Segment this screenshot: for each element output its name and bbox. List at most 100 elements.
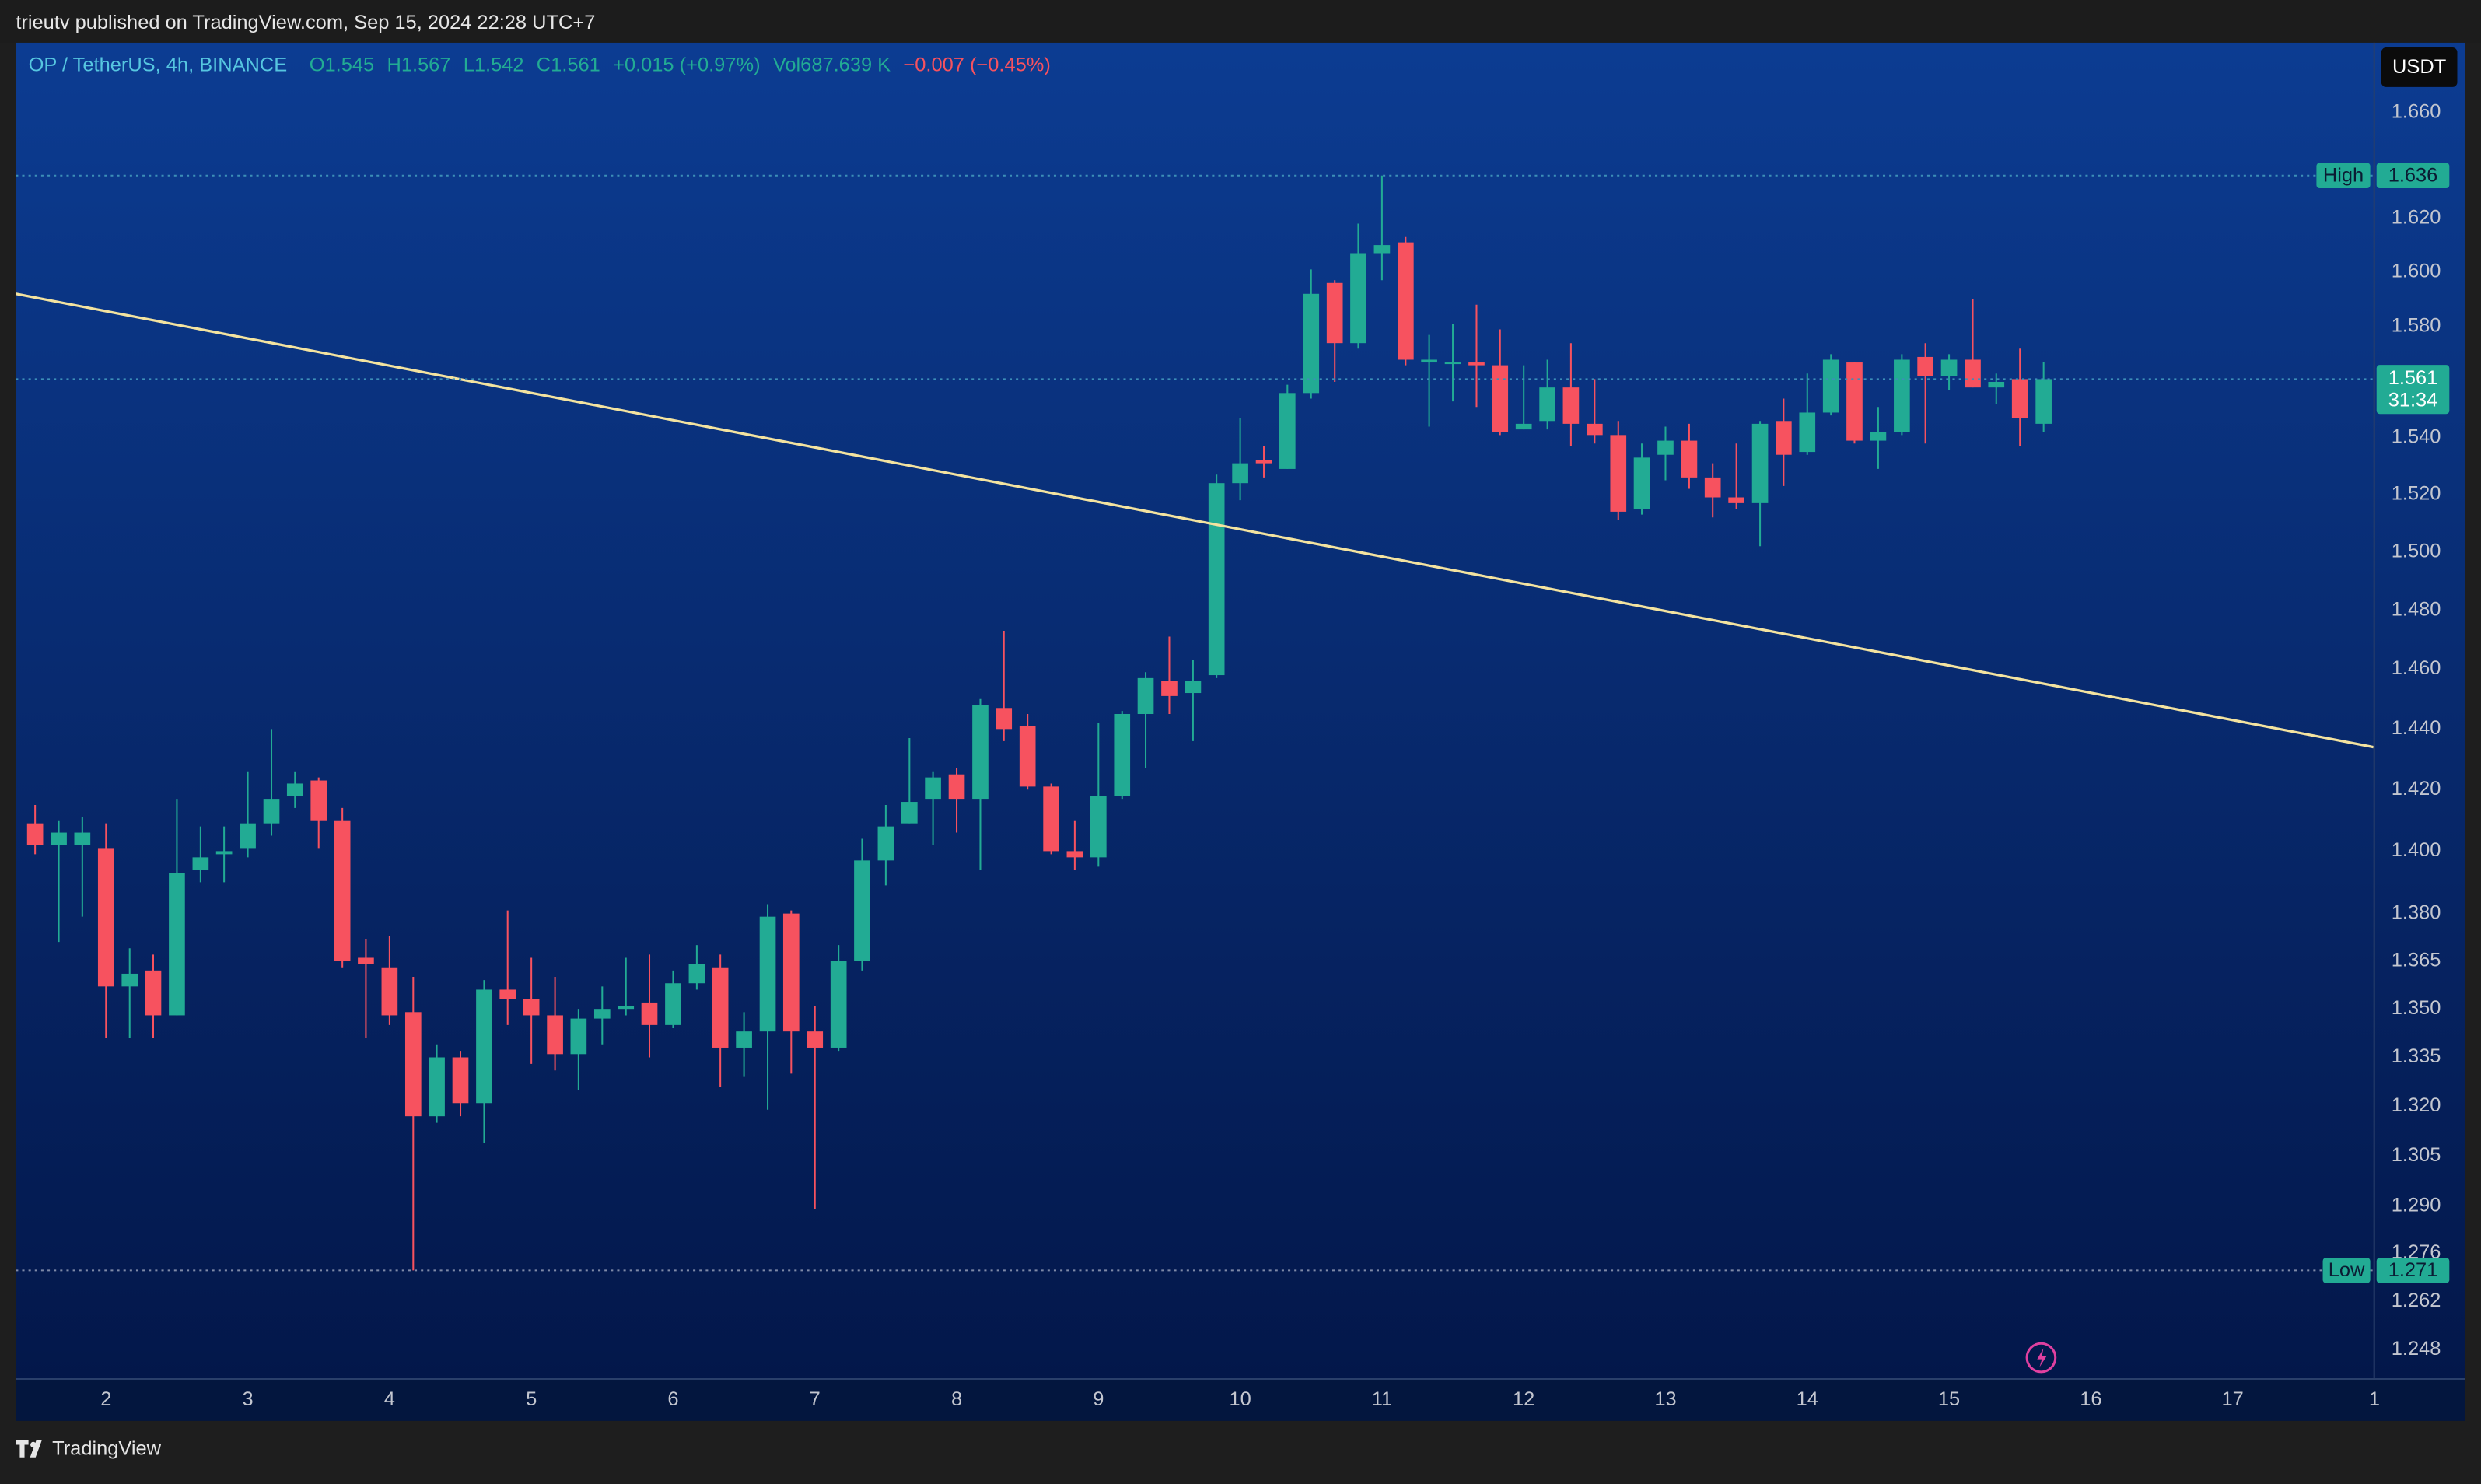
extreme-value: 1.636 <box>2388 165 2438 187</box>
extreme-value: 1.271 <box>2388 1259 2438 1281</box>
y-tick-label: 1.620 <box>2392 206 2441 228</box>
candle-body <box>1587 423 1603 436</box>
candle-body <box>429 1057 445 1117</box>
y-tick-label: 1.480 <box>2392 598 2441 620</box>
countdown: 31:34 <box>2388 390 2438 411</box>
candle-body <box>240 823 256 849</box>
extreme-name-box <box>2316 163 2371 189</box>
y-tick-label: 1.262 <box>2392 1290 2441 1311</box>
x-tick-label: 11 <box>1372 1388 1392 1410</box>
legend-value: 1.545 <box>324 54 375 76</box>
candle-body <box>286 783 303 796</box>
header-text: trieutv published on TradingView.com, Se… <box>16 12 595 33</box>
candle-body <box>1279 393 1296 469</box>
candle-body <box>807 1031 824 1048</box>
candle-body <box>1326 282 1343 344</box>
candle-body <box>1255 460 1272 464</box>
x-tick-label: 17 <box>2222 1388 2244 1410</box>
candle-body <box>901 802 918 824</box>
candle-body <box>1137 677 1154 714</box>
y-tick-label: 1.365 <box>2392 949 2441 971</box>
legend-letter: C <box>536 54 551 76</box>
candle-body <box>1303 293 1320 394</box>
candle-body <box>1751 423 1769 503</box>
candle-body <box>1822 359 1839 413</box>
candle-body <box>1965 359 1981 388</box>
y-tick-label: 1.600 <box>2392 261 2441 282</box>
footer-logo <box>16 1440 42 1458</box>
legend-volume: Vol687.639 K <box>772 54 891 76</box>
candle-body <box>1232 463 1248 484</box>
candle-body <box>1917 356 1933 376</box>
x-tick-label: 2 <box>100 1388 111 1410</box>
y-tick-label: 1.420 <box>2392 778 2441 800</box>
symbol: OP / TetherUS, 4h, BINANCE <box>28 54 288 76</box>
y-tick-label: 1.380 <box>2392 901 2441 923</box>
candle-body <box>1562 387 1580 424</box>
candle-body <box>51 832 67 845</box>
footer-bar <box>0 1420 2481 1477</box>
candle-body <box>121 973 138 987</box>
candle-body <box>570 1018 587 1055</box>
y-tick-label: 1.440 <box>2392 717 2441 739</box>
candle-body <box>972 705 989 800</box>
legend-value: 1.561 <box>551 54 600 76</box>
x-tick-label: 1 <box>2369 1388 2380 1410</box>
legend-letter: L <box>463 54 474 76</box>
x-tick-label: 5 <box>526 1388 537 1410</box>
candle-body <box>1208 483 1225 676</box>
candle-body <box>263 799 280 824</box>
candle-body <box>2011 379 2028 418</box>
candle-body <box>1776 421 1792 455</box>
candle-body <box>499 989 516 999</box>
candle-body <box>1515 423 1532 430</box>
candle-body <box>712 967 729 1048</box>
candle-body <box>782 913 800 1032</box>
y-tick-label: 1.540 <box>2392 426 2441 448</box>
candle-body <box>665 983 681 1025</box>
legend-change: +0.015 (+0.97%) <box>613 54 761 76</box>
candle-body <box>1846 362 1863 441</box>
candle-body <box>1870 432 1887 441</box>
currency-box <box>2381 47 2458 87</box>
candle-body <box>1988 382 2005 388</box>
y-tick-label: 1.660 <box>2392 100 2441 122</box>
candle-body <box>759 916 776 1032</box>
candle-body <box>1704 477 1721 498</box>
candle-body <box>1114 713 1131 796</box>
time-axis <box>16 1377 2465 1421</box>
x-tick-label: 9 <box>1093 1388 1104 1410</box>
candle-body <box>1799 412 1816 453</box>
candle-body <box>1398 242 1414 360</box>
candle-body <box>736 1031 752 1048</box>
candle-body <box>97 848 114 987</box>
candle-body <box>1610 435 1627 512</box>
x-tick-label: 15 <box>1938 1388 1960 1410</box>
extreme-value-box <box>2376 1258 2450 1283</box>
legend: OP / TetherUS, 4h, BINANCE O1.545 H1.567 L1… <box>29 54 1051 75</box>
candle-body <box>830 961 847 1048</box>
x-tick-label: 16 <box>2080 1388 2101 1410</box>
candle-body <box>1468 362 1485 366</box>
candle-body <box>1940 359 1958 376</box>
candle-body <box>1043 786 1059 852</box>
candle-body <box>1539 387 1555 422</box>
y-tick-label: 1.500 <box>2392 540 2441 562</box>
candle-body <box>1657 440 1674 455</box>
candle-body <box>688 964 705 984</box>
candle-body <box>145 970 162 1016</box>
legend-letter: H <box>387 54 401 76</box>
candle-body <box>169 873 185 1016</box>
y-tick-label: 1.350 <box>2392 997 2441 1019</box>
candle-body <box>547 1015 563 1055</box>
x-tick-label: 4 <box>384 1388 395 1410</box>
candle-body <box>1090 796 1107 858</box>
candle-body <box>1421 359 1437 363</box>
alert-icon <box>2025 1342 2057 1374</box>
x-tick-label: 3 <box>243 1388 254 1410</box>
candle-body <box>310 780 327 821</box>
candle-body <box>26 823 44 845</box>
